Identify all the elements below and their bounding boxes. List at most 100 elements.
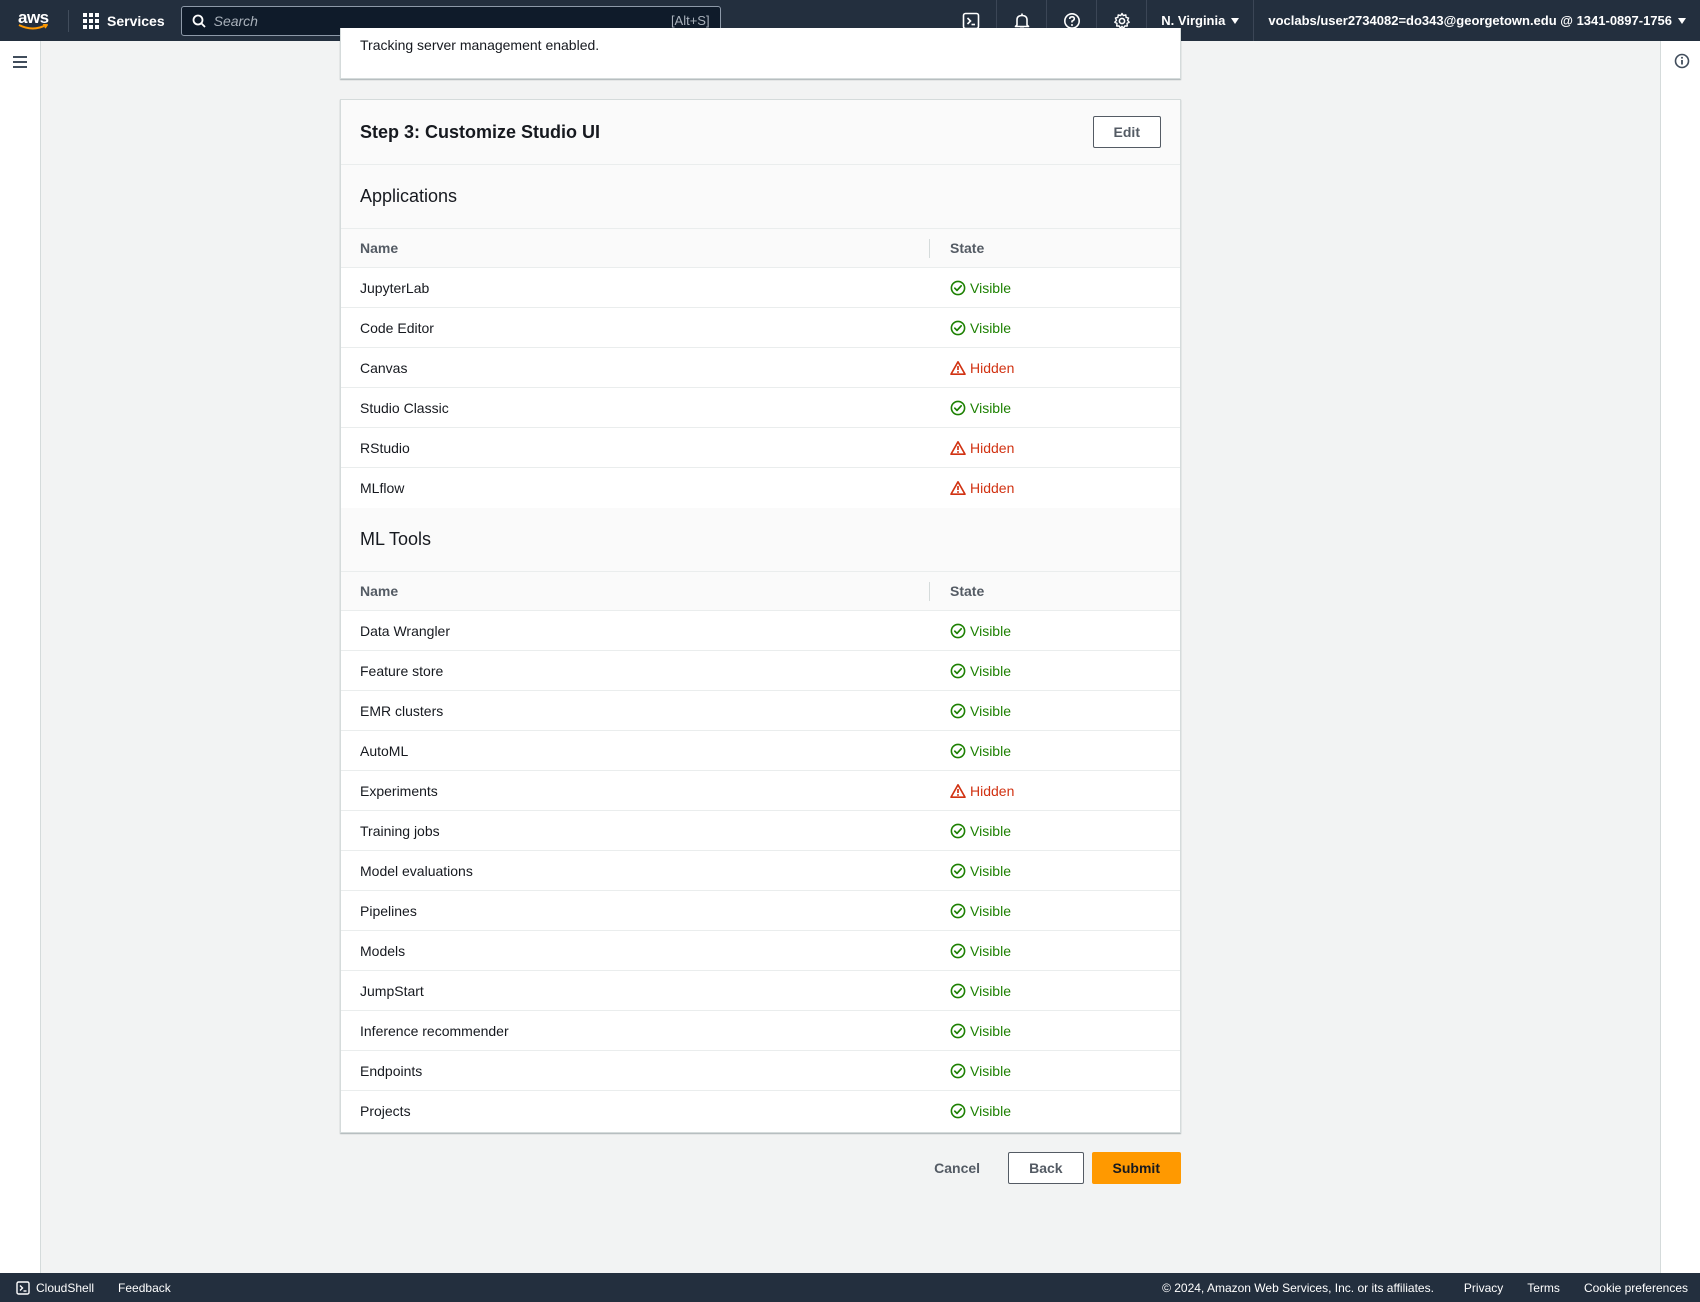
warning-triangle-icon	[950, 783, 966, 799]
row-name: Canvas	[360, 359, 408, 376]
row-name: RStudio	[360, 439, 410, 456]
row-state: Visible	[930, 731, 1011, 770]
table-row: RStudio Hidden	[341, 428, 1180, 468]
table-row: Canvas Hidden	[341, 348, 1180, 388]
state-label: Visible	[970, 822, 1011, 839]
check-circle-icon	[950, 823, 966, 839]
row-state: Visible	[930, 1011, 1011, 1050]
privacy-link[interactable]: Privacy	[1463, 1280, 1504, 1295]
terms-link[interactable]: Terms	[1527, 1280, 1560, 1295]
column-header-state: State	[950, 240, 985, 256]
info-icon[interactable]	[1674, 53, 1690, 69]
check-circle-icon	[950, 943, 966, 959]
nav-divider	[68, 9, 69, 32]
row-state: Visible	[930, 691, 1011, 730]
left-side-panel	[0, 41, 41, 1273]
caret-down-icon	[1231, 17, 1240, 24]
row-name: Data Wrangler	[360, 622, 451, 639]
table-row: Projects Visible	[341, 1091, 1180, 1131]
footer: CloudShell Feedback © 2024, Amazon Web S…	[0, 1273, 1700, 1302]
row-name: Studio Classic	[360, 399, 449, 416]
edit-button[interactable]: Edit	[1092, 116, 1161, 148]
step3-card: Step 3: Customize Studio UI Edit Applica…	[340, 99, 1181, 1133]
settings-button[interactable]	[1096, 0, 1146, 41]
search-input[interactable]	[213, 12, 663, 29]
warning-triangle-icon	[950, 480, 966, 496]
aws-logo-text: aws	[18, 7, 49, 27]
row-state: Visible	[930, 971, 1011, 1010]
step3-header: Step 3: Customize Studio UI Edit	[341, 100, 1180, 165]
check-circle-icon	[950, 743, 966, 759]
state-label: Visible	[970, 279, 1011, 296]
row-state: Visible	[930, 1051, 1011, 1090]
table-row: Endpoints Visible	[341, 1051, 1180, 1091]
state-label: Hidden	[970, 439, 1015, 456]
apps-grid-icon	[83, 12, 99, 29]
row-state: Visible	[930, 308, 1011, 347]
row-name: Model evaluations	[360, 862, 473, 879]
table-row: Experiments Hidden	[341, 771, 1180, 811]
aws-logo[interactable]: aws	[16, 8, 54, 34]
copyright-text: © 2024, Amazon Web Services, Inc. or its…	[1162, 1280, 1434, 1295]
row-state: Hidden	[930, 771, 1014, 810]
table-row: Inference recommender Visible	[341, 1011, 1180, 1051]
help-icon	[1063, 12, 1080, 29]
row-state: Visible	[930, 388, 1011, 427]
row-name: Feature store	[360, 662, 444, 679]
row-state: Hidden	[930, 428, 1014, 467]
gear-icon	[1113, 12, 1130, 29]
submit-button[interactable]: Submit	[1091, 1152, 1181, 1184]
bell-icon	[1014, 13, 1030, 30]
row-name: JumpStart	[360, 982, 424, 999]
check-circle-icon	[950, 1063, 966, 1079]
right-side-panel	[1660, 41, 1700, 1273]
table-row: Models Visible	[341, 931, 1180, 971]
state-label: Visible	[970, 622, 1011, 639]
row-name: Training jobs	[360, 822, 440, 839]
cookie-preferences-link[interactable]: Cookie preferences	[1583, 1280, 1688, 1295]
state-label: Hidden	[970, 480, 1015, 496]
help-button[interactable]	[1046, 0, 1096, 41]
column-header-state: State	[950, 583, 985, 599]
services-menu-button[interactable]: Services	[83, 12, 165, 29]
column-header-name: Name	[341, 229, 930, 267]
state-label: Hidden	[970, 359, 1015, 376]
row-state: Visible	[930, 611, 1011, 650]
step3-title: Step 3: Customize Studio UI	[360, 121, 601, 142]
state-label: Visible	[970, 1062, 1011, 1079]
row-state: Visible	[930, 1091, 1011, 1131]
table-row: Pipelines Visible	[341, 891, 1180, 931]
cloudshell-icon	[16, 1280, 30, 1295]
back-button[interactable]: Back	[1008, 1152, 1084, 1184]
account-label: voclabs/user2734082=do343@georgetown.edu…	[1268, 13, 1672, 28]
check-circle-icon	[950, 623, 966, 639]
row-name: AutoML	[360, 742, 409, 759]
column-header-name: Name	[341, 572, 930, 610]
check-circle-icon	[950, 320, 966, 336]
check-circle-icon	[950, 280, 966, 296]
table-row: Model evaluations Visible	[341, 851, 1180, 891]
row-name: Experiments	[360, 782, 438, 799]
table-row: Studio Classic Visible	[341, 388, 1180, 428]
feedback-link[interactable]: Feedback	[118, 1280, 171, 1295]
region-label: N. Virginia	[1161, 13, 1226, 28]
region-selector[interactable]: N. Virginia	[1146, 0, 1253, 41]
check-circle-icon	[950, 663, 966, 679]
menu-toggle-icon[interactable]	[13, 56, 27, 71]
row-name: Code Editor	[360, 319, 434, 336]
state-label: Visible	[970, 662, 1011, 679]
state-label: Visible	[970, 1022, 1011, 1039]
row-state: Visible	[930, 651, 1011, 690]
row-name: Inference recommender	[360, 1022, 509, 1039]
cloudshell-footer-button[interactable]: CloudShell	[4, 1281, 106, 1295]
cancel-button[interactable]: Cancel	[914, 1152, 1000, 1184]
search-shortcut-hint: [Alt+S]	[670, 13, 710, 28]
state-label: Visible	[970, 982, 1011, 999]
row-name: EMR clusters	[360, 702, 444, 719]
row-name: Projects	[360, 1103, 411, 1119]
row-state: Visible	[930, 811, 1011, 850]
table-row: Feature store Visible	[341, 651, 1180, 691]
state-label: Visible	[970, 862, 1011, 879]
account-menu[interactable]: voclabs/user2734082=do343@georgetown.edu…	[1253, 0, 1700, 41]
state-label: Visible	[970, 942, 1011, 959]
